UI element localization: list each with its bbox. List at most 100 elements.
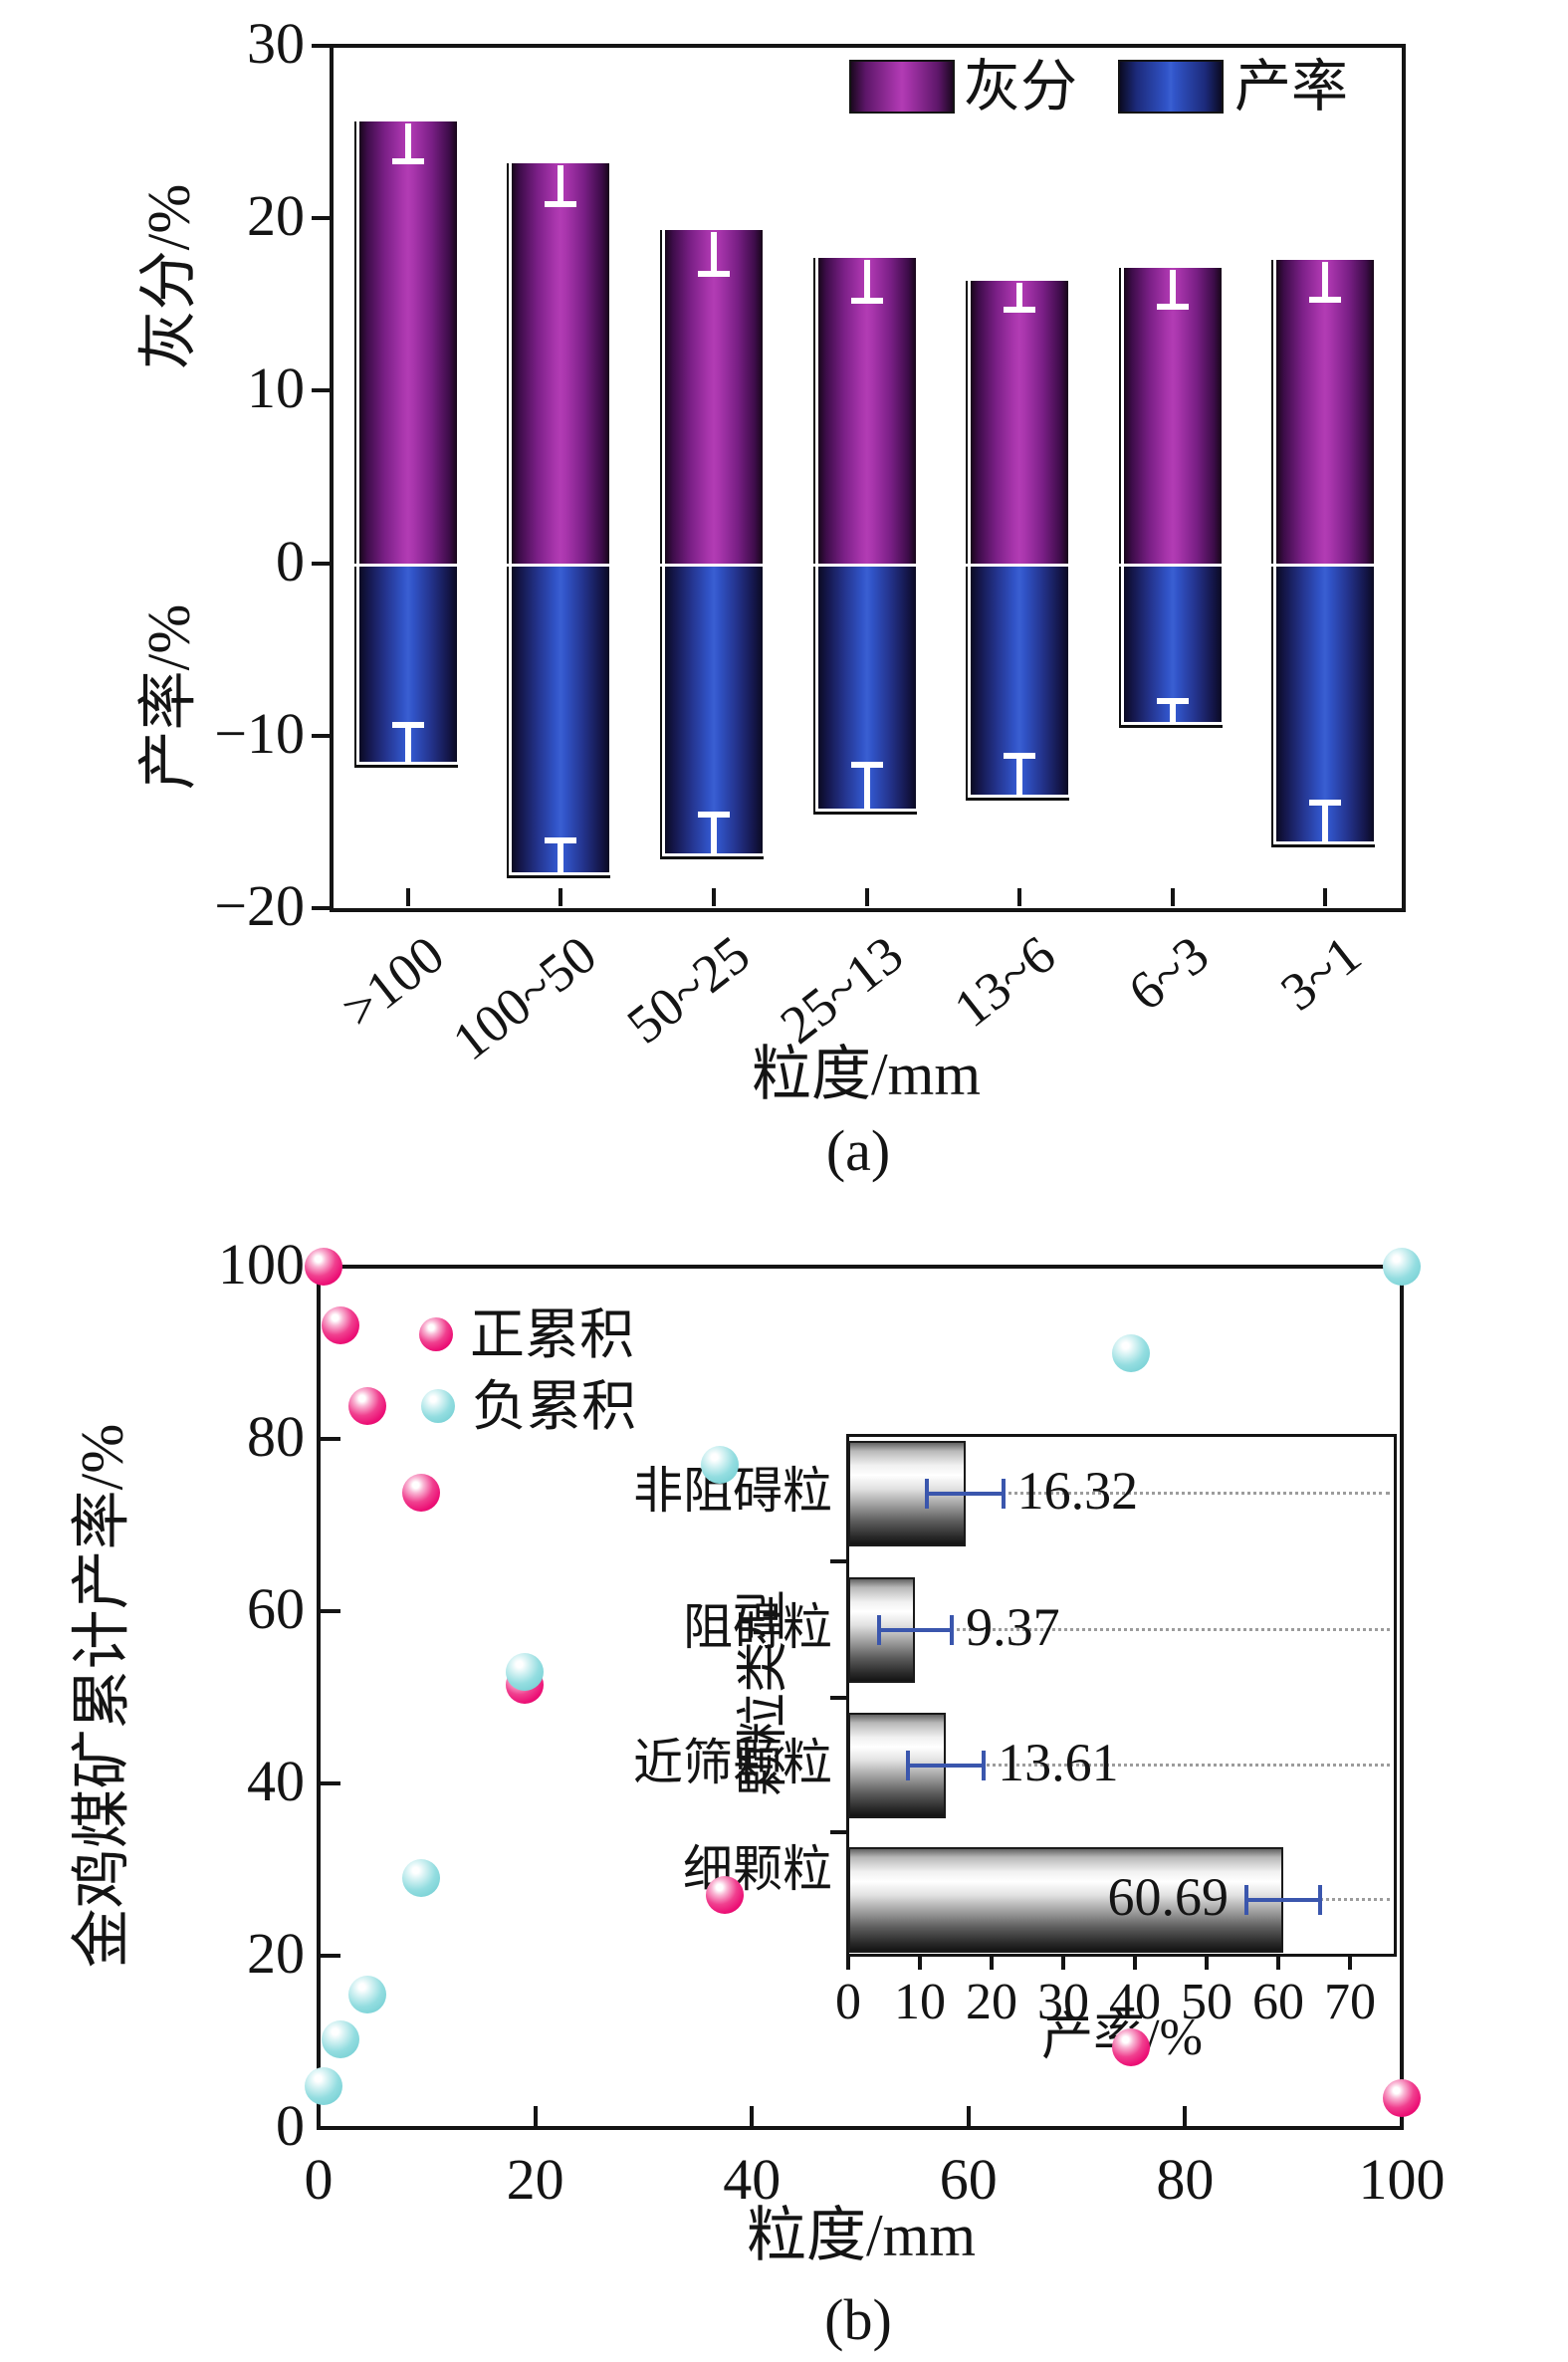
b-x-tick bbox=[317, 2106, 321, 2126]
a-error-yield-stem bbox=[710, 812, 717, 855]
b-x-tick-label: 80 bbox=[1156, 2147, 1215, 2212]
a-error-yield-cap bbox=[545, 836, 577, 843]
b-y-tick bbox=[321, 1781, 340, 1785]
b-x-tick bbox=[1183, 2106, 1188, 2126]
inset-value-label: 16.32 bbox=[1016, 1461, 1139, 1521]
a-error-yield-cap bbox=[850, 761, 883, 768]
a-x-tick-label: 13~6 bbox=[943, 924, 1067, 1040]
a-x-tick bbox=[864, 888, 869, 906]
inset-category-label: 近筛颗粒 bbox=[633, 1735, 832, 1790]
b-y-tick-label: 100 bbox=[218, 1232, 305, 1297]
panel-b-y-axis-title: 金鸡煤矿累计产率/% bbox=[69, 1423, 135, 1969]
a-bar-ash bbox=[661, 230, 766, 564]
a-x-tick-label: 100~50 bbox=[441, 924, 608, 1072]
inset-y-tick bbox=[830, 1559, 846, 1563]
a-y-tick bbox=[312, 216, 332, 221]
inset-x-tick bbox=[1133, 1956, 1137, 1970]
scatter-point-cyan bbox=[321, 2019, 359, 2058]
inset-x-tick bbox=[1348, 1956, 1352, 1970]
scatter-point-pink bbox=[1383, 2078, 1421, 2117]
panel-a-label: (a) bbox=[825, 1118, 891, 1183]
a-bar-yield bbox=[509, 563, 613, 876]
inset-x-tick-label: 60 bbox=[1252, 1974, 1304, 2030]
a-error-ash-cap bbox=[391, 158, 424, 165]
inset-category-label: 阻碍粒 bbox=[683, 1599, 832, 1655]
b-y-tick bbox=[321, 1437, 340, 1441]
a-error-yield-cap bbox=[697, 812, 730, 818]
scatter-point-pink bbox=[305, 1248, 343, 1286]
b-x-tick-label: 100 bbox=[1358, 2147, 1446, 2212]
b-y-tick-label: 60 bbox=[247, 1576, 305, 1641]
b-y-tick bbox=[321, 2126, 340, 2130]
b-x-tick bbox=[533, 2106, 538, 2126]
b-x-tick-label: 20 bbox=[506, 2147, 564, 2212]
inset-x-tick-label: 70 bbox=[1324, 1974, 1376, 2030]
inset-bar bbox=[848, 1847, 1283, 1953]
inset-error-cap bbox=[925, 1479, 930, 1509]
b-y-tick-label: 0 bbox=[276, 2093, 305, 2158]
inset-x-tick-label: 50 bbox=[1181, 1974, 1232, 2030]
a-bar-ash bbox=[509, 162, 613, 564]
a-error-yield-cap bbox=[1309, 799, 1342, 806]
inset-category-label: 非阻碍粒 bbox=[633, 1463, 832, 1519]
b-y-tick bbox=[321, 1609, 340, 1613]
b-x-tick-label: 40 bbox=[723, 2147, 782, 2212]
scatter-point-cyan bbox=[505, 1653, 544, 1692]
a-x-tick bbox=[1017, 888, 1022, 906]
a-bar-ash bbox=[1273, 259, 1378, 564]
legend-swatch-ash bbox=[849, 60, 955, 114]
a-y-tick-label: −10 bbox=[214, 700, 305, 766]
a-bar-yield bbox=[661, 563, 766, 857]
a-x-tick bbox=[711, 888, 716, 906]
a-error-yield-stem bbox=[1169, 697, 1176, 724]
inset-x-tick bbox=[1061, 1956, 1065, 1970]
legend-marker-positive bbox=[419, 1317, 453, 1351]
b-y-tick-label: 20 bbox=[247, 1921, 305, 1986]
panel-b-plot-frame bbox=[317, 1265, 1404, 2130]
inset-error-cap bbox=[950, 1615, 955, 1645]
a-y-tick bbox=[312, 561, 332, 566]
a-error-ash-stem bbox=[710, 232, 717, 276]
b-x-tick-label: 60 bbox=[939, 2147, 998, 2212]
panel-b-label: (b) bbox=[824, 2287, 892, 2352]
scatter-point-pink bbox=[706, 1876, 744, 1915]
legend-label-yield: 产率 bbox=[1234, 56, 1348, 118]
a-bar-ash bbox=[1120, 268, 1225, 564]
a-x-tick bbox=[559, 888, 563, 906]
a-y-tick bbox=[312, 44, 332, 48]
a-error-ash-stem bbox=[404, 123, 411, 164]
b-y-tick-label: 80 bbox=[247, 1404, 305, 1469]
scatter-point-cyan bbox=[1383, 1248, 1421, 1286]
a-x-tick-label: >100 bbox=[330, 924, 455, 1040]
inset-leader-line bbox=[915, 1628, 1390, 1631]
a-x-tick-label: 25~13 bbox=[769, 924, 914, 1056]
a-y-tick-label: −20 bbox=[214, 873, 305, 938]
inset-leader-line bbox=[1282, 1898, 1390, 1901]
b-x-tick bbox=[966, 2106, 971, 2126]
b-x-tick-label: 0 bbox=[304, 2147, 334, 2212]
a-error-ash-cap bbox=[1309, 296, 1342, 303]
inset-value-label: 13.61 bbox=[998, 1733, 1119, 1792]
a-x-tick-label: 6~3 bbox=[1117, 924, 1220, 1023]
a-y-tick bbox=[312, 388, 332, 393]
a-error-ash-stem bbox=[1016, 282, 1023, 312]
scatter-point-pink bbox=[321, 1305, 359, 1344]
inset-error-cap bbox=[1001, 1479, 1006, 1509]
scatter-point-pink bbox=[402, 1473, 441, 1512]
a-bar-yield bbox=[1273, 563, 1378, 844]
a-error-ash-stem bbox=[1169, 270, 1176, 309]
inset-x-tick-label: 30 bbox=[1037, 1974, 1089, 2030]
inset-x-tick bbox=[990, 1956, 994, 1970]
inset-value-label: 9.37 bbox=[966, 1597, 1060, 1657]
scatter-point-cyan bbox=[402, 1859, 441, 1898]
a-error-ash-cap bbox=[850, 298, 883, 305]
scatter-point-cyan bbox=[347, 1975, 386, 2013]
panel-b-x-axis-title: 粒度/mm bbox=[746, 2203, 977, 2268]
a-y-tick-label: 10 bbox=[247, 355, 305, 421]
scatter-point-cyan bbox=[700, 1445, 739, 1484]
a-bar-ash bbox=[814, 258, 919, 564]
a-y-tick-label: 30 bbox=[247, 11, 305, 76]
inset-error-bar bbox=[878, 1628, 953, 1632]
a-y-tick bbox=[312, 906, 332, 910]
legend-marker-negative bbox=[421, 1389, 455, 1423]
